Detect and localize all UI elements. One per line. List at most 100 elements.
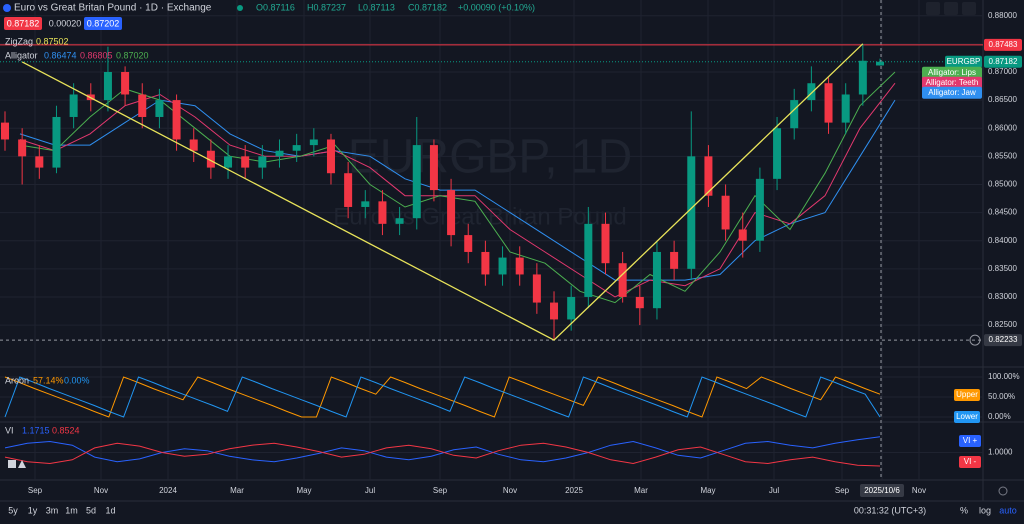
x-tick-label: Jul [769,486,779,495]
range-button[interactable]: 1y [28,505,38,515]
candle-body [292,145,301,151]
vi-plus-value: 1.1715 [22,425,50,435]
alligator-tag: Alligator: Teeth [926,78,979,87]
alligator-jaw-value: 0.86474 [44,50,77,60]
candle-body [584,223,593,297]
ohlc-low: L0.87113 [358,2,395,12]
candle-body [241,156,250,168]
y-tick-label: 0.86000 [988,123,1017,132]
x-tick-label: 2025 [565,486,583,495]
candle-body [429,145,438,191]
candle-body [138,94,147,117]
x-tick-label: Mar [230,486,244,495]
y-tick-label: 0.85000 [988,180,1017,189]
vi-plus-tag: VI + [963,436,978,445]
candle-body [103,71,112,101]
candle-body [687,156,696,269]
candle-body [344,173,353,207]
candle-body [258,156,267,168]
toolbar: 00:31:32 (UTC+3) % log auto 5y 1y 3m 1m 5d 1d [8,486,1017,515]
zigzag-name[interactable]: ZigZag [5,36,33,46]
alligator-name[interactable]: Alligator [5,50,38,60]
buy-button[interactable] [84,17,122,30]
clock: 00:31:32 (UTC+3) [854,505,926,515]
aroon-name[interactable]: Aroon [5,375,29,385]
aroon-upper-tag: Upper [956,390,978,399]
candle-body [841,94,850,123]
spread: 0.00020 [49,18,82,28]
x-tick-label: Jul [365,486,375,495]
candle-body [326,139,335,174]
vi-minus-tag-bg [959,456,981,468]
watermark-symbol: EURGBP, 1D [348,131,633,184]
candle-body [224,156,233,168]
y-tick-label: 0.84500 [988,208,1017,217]
alligator-lips-value: 0.87020 [116,50,149,60]
x-tick-label: Mar [634,486,648,495]
alligator-line [19,99,896,281]
x-tick-label: Nov [912,486,926,495]
last-price-name-bg [945,55,982,68]
y-tick-label: 0.83000 [988,292,1017,301]
vi-minus-tag: VI - [964,457,977,466]
candle-body [155,100,164,117]
candle-body [858,60,867,95]
symbol-title[interactable]: Euro vs Great Britan Pound · 1D · Exchan… [14,3,212,14]
candle-body [447,190,456,236]
x-tick-label: Sep [28,486,43,495]
ohlc-close: C0.87182 [408,2,447,12]
alligator-tag: Alligator: Lips [928,68,976,77]
aroon-lower [4,376,881,418]
x-tick-label: Nov [503,486,517,495]
zigzag-line [21,43,864,341]
sell-button[interactable] [4,17,42,30]
x-tick-label: Sep [433,486,448,495]
y-tick-label: 0.84000 [988,236,1017,245]
aroon-lower-value: 0.00% [64,375,90,385]
alligator-tag: Alligator: Jaw [928,88,976,97]
range-button[interactable]: 3m [46,505,59,515]
scroll-button[interactable] [926,2,940,15]
candle-body [1,122,9,140]
candle-body [121,71,130,95]
y-tick-label: 0.83500 [988,264,1017,273]
aroon-tick-label: 0.00% [988,412,1011,421]
watermark-name: Euro vs Great Britan Pound [333,203,626,230]
ohlc-high: H0.87237 [307,2,346,12]
candle-body [515,257,524,275]
percent-toggle[interactable]: % [960,505,968,515]
fullscreen-button[interactable] [962,2,976,15]
aroon-upper-tag-bg [954,389,980,401]
candle-body [567,296,576,320]
candle-body [361,201,370,207]
auto-toggle[interactable]: auto [999,505,1017,515]
alligator-line [19,71,896,304]
vi-minus-value: 0.8524 [52,425,80,435]
range-button[interactable]: 5d [86,505,96,515]
settings-icon[interactable] [998,486,1008,496]
symbol-icon [3,4,11,12]
candle-body [189,139,198,151]
range-button[interactable]: 5y [8,505,18,515]
ohlc-open: O0.87116 [256,2,295,12]
reset-button[interactable] [944,2,958,15]
vi-name[interactable]: VI [5,425,14,435]
aroon-upper [4,376,881,418]
candle-body [721,195,730,230]
range-button[interactable]: 1m [65,505,78,515]
alert-price-label: 0.87483 [989,40,1018,49]
candle-body [755,178,764,241]
candle-body [807,83,816,101]
log-toggle[interactable]: log [979,505,991,515]
alligator-line [19,82,896,298]
candle-body [773,128,782,179]
vi-plus [4,436,881,463]
aroon-lower-tag: Lower [956,412,978,421]
tv-logo [8,460,26,468]
add-alert-button[interactable] [969,334,981,346]
candle-body [69,94,78,117]
range-button[interactable]: 1d [105,505,115,515]
candle-body [824,83,833,123]
